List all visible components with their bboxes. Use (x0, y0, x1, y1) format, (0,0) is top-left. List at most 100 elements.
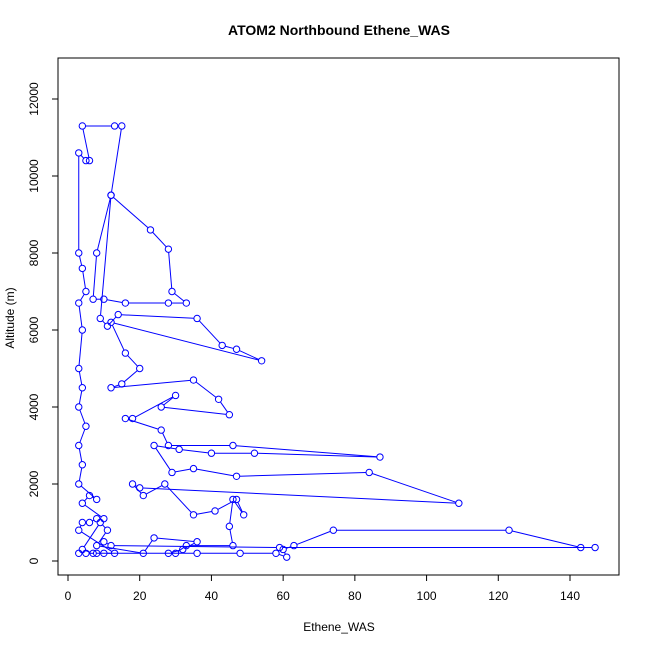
series-segment (225, 345, 234, 349)
data-point (207, 449, 216, 457)
y-tick-label: 2000 (27, 470, 41, 497)
series-segment (114, 322, 259, 361)
series-segment (113, 196, 149, 229)
series-segment (84, 504, 102, 518)
data-point (128, 414, 137, 423)
x-tick-label: 60 (276, 589, 290, 603)
data-point (218, 341, 226, 350)
series-segment (166, 486, 192, 513)
data-point (85, 518, 94, 527)
data-point (229, 441, 237, 450)
series-segment (195, 381, 217, 398)
data-point (78, 326, 87, 334)
data-point (139, 491, 148, 500)
y-tick-label: 8000 (27, 239, 41, 266)
data-point (211, 507, 219, 515)
series-segment (79, 429, 86, 443)
data-point (189, 376, 198, 384)
data-point (157, 426, 165, 434)
data-point (214, 395, 223, 403)
series-segment (239, 472, 367, 477)
data-point (75, 149, 83, 157)
y-axis-label: Altitude (m) (3, 287, 17, 348)
data-point (283, 553, 291, 561)
data-point (279, 545, 287, 554)
series-segment (157, 537, 194, 542)
series-segment (168, 252, 173, 289)
data-point (96, 314, 104, 323)
series-segment (98, 532, 107, 544)
data-point (164, 441, 173, 450)
series-segment (174, 293, 185, 302)
data-point (75, 403, 83, 411)
series-segment (164, 406, 227, 415)
data-point (75, 526, 83, 534)
x-tick-label: 140 (560, 589, 580, 603)
data-point (193, 549, 201, 557)
data-point (78, 499, 87, 507)
data-point (78, 384, 87, 392)
data-point (100, 538, 108, 546)
data-point (157, 403, 165, 411)
series-segment (114, 379, 191, 388)
data-point (114, 310, 122, 319)
data-point (107, 384, 115, 392)
series-segment (114, 545, 277, 548)
data-point (118, 122, 126, 130)
series-segment (296, 530, 331, 545)
data-point (85, 491, 94, 500)
series-segment (80, 485, 95, 498)
data-point (89, 295, 97, 303)
data-point (376, 453, 384, 461)
series-segment (79, 409, 86, 424)
series-segment (236, 445, 377, 458)
data-point (240, 511, 248, 519)
data-point (136, 364, 144, 373)
data-point (92, 549, 101, 557)
data-point (128, 480, 137, 488)
series-points (75, 122, 599, 561)
data-point (329, 526, 338, 534)
data-point (75, 299, 83, 307)
data-point (100, 295, 108, 303)
data-point (121, 349, 130, 357)
series-segment (278, 553, 284, 557)
y-tick-label: 6000 (27, 316, 41, 343)
series-segment (123, 370, 138, 383)
data-point (75, 480, 83, 488)
series-segment (78, 306, 83, 327)
data-point (82, 156, 90, 165)
chart-title: ATOM2 Northbound Ethene_WAS (228, 22, 450, 38)
series-segment (372, 473, 456, 503)
series-segment (78, 467, 83, 481)
series-segment (80, 154, 85, 159)
data-point (257, 357, 266, 365)
x-axis: 0 20 40 60 80 100 120 140 (65, 574, 580, 603)
series-segment (78, 256, 83, 266)
data-point (100, 549, 108, 557)
series-segment (81, 531, 113, 552)
data-point (107, 318, 115, 326)
data-point (164, 299, 173, 307)
data-point (92, 495, 101, 504)
series-segment (113, 384, 119, 388)
data-point (136, 484, 144, 492)
data-point (232, 345, 241, 353)
series-segment (83, 524, 99, 548)
series-segment (82, 128, 90, 158)
series-segment (157, 445, 177, 450)
y-axis: 0 2000 4000 6000 8000 10000 12000 (27, 82, 59, 564)
data-point (121, 414, 130, 423)
data-point (189, 511, 198, 519)
data-point (78, 122, 87, 130)
y-tick-label: 12000 (27, 82, 41, 116)
y-tick-label: 0 (27, 557, 41, 564)
data-point (103, 526, 112, 534)
series-segment (220, 401, 228, 413)
data-point (290, 541, 298, 550)
data-point (82, 422, 90, 430)
data-point (179, 545, 187, 554)
data-point (193, 314, 201, 323)
